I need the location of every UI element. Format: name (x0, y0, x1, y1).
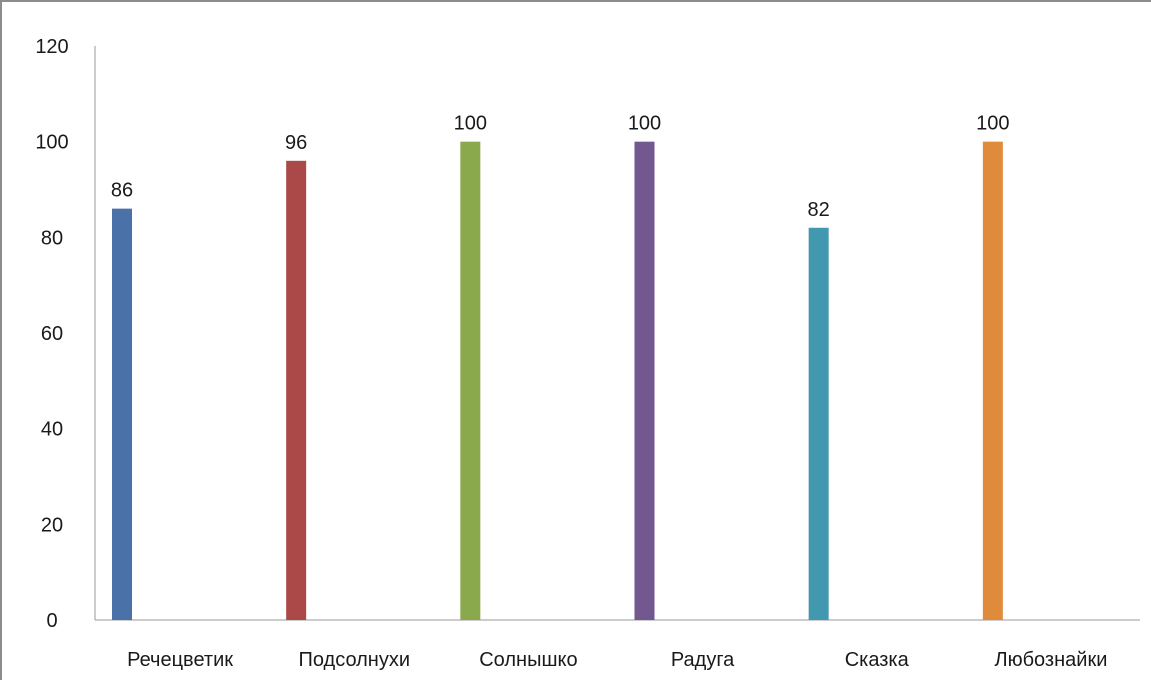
x-tick-label: Солнышко (479, 649, 577, 671)
bars (112, 141, 1003, 621)
y-tick-label: 0 (46, 610, 57, 632)
y-tick-label: 40 (41, 419, 63, 441)
x-tick-label: Любознайки (994, 649, 1107, 671)
bar (286, 160, 307, 621)
y-tick-label: 80 (41, 227, 63, 249)
bar (112, 208, 132, 620)
data-label: 100 (976, 113, 1009, 135)
data-label: 86 (111, 180, 133, 202)
bar (982, 141, 1003, 620)
x-tick-label: Подсолнухи (298, 649, 410, 671)
y-tick-label: 20 (41, 514, 63, 536)
bar (808, 227, 829, 620)
data-label: 96 (285, 132, 307, 154)
x-tick-label: Речецветик (127, 649, 233, 671)
y-tick-label: 60 (41, 323, 63, 345)
x-axis-labels: Речецветик Подсолнухи Солнышко Радуга Сказка… (127, 649, 1107, 671)
data-label: 100 (454, 113, 487, 135)
bar (634, 141, 655, 620)
y-axis-ticks: 0 20 40 60 80 100 120 (35, 36, 68, 632)
y-tick-label: 100 (35, 132, 68, 154)
y-tick-label: 120 (35, 36, 68, 58)
x-tick-label: Сказка (845, 649, 910, 671)
bar (460, 141, 481, 620)
data-label: 100 (628, 113, 661, 135)
x-tick-label: Радуга (671, 649, 735, 671)
data-labels: 86 96 100 100 82 100 (111, 113, 1010, 221)
data-label: 82 (808, 199, 830, 221)
